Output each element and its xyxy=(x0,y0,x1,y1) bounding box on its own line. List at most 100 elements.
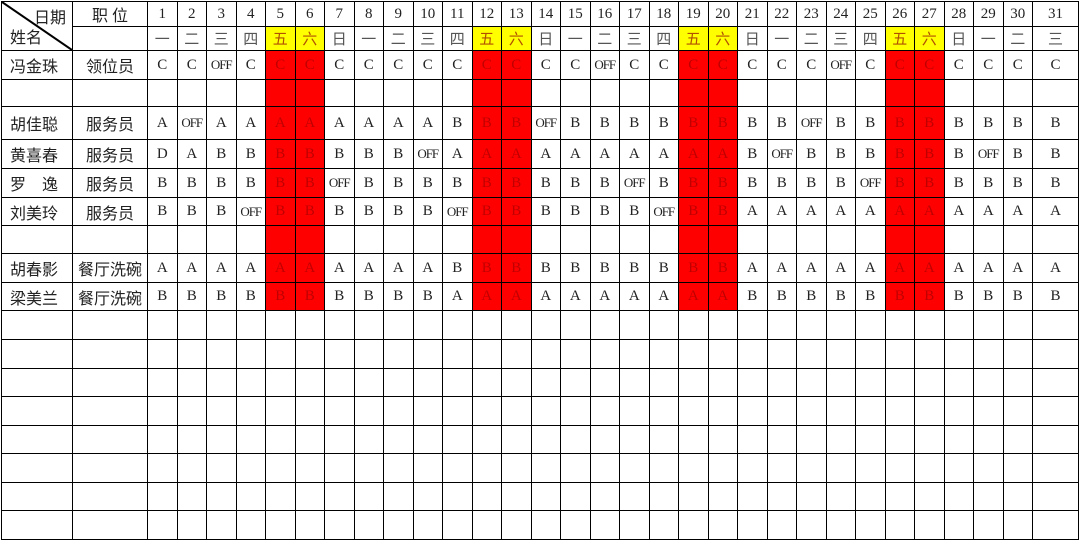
shift-cell-day-21[interactable] xyxy=(737,225,768,254)
shift-cell-day-28[interactable] xyxy=(943,310,974,340)
shift-cell-day-2[interactable] xyxy=(176,453,207,483)
employee-name[interactable] xyxy=(1,225,73,254)
shift-cell-day-14[interactable]: B xyxy=(530,168,561,198)
shift-cell-day-25[interactable] xyxy=(855,396,886,426)
shift-cell-day-31[interactable] xyxy=(1032,310,1079,340)
shift-cell-day-31[interactable]: A xyxy=(1032,197,1079,226)
shift-cell-day-19[interactable]: B xyxy=(678,168,709,198)
shift-cell-day-17[interactable]: B xyxy=(619,197,650,226)
shift-cell-day-30[interactable]: B xyxy=(1002,168,1033,198)
employee-position[interactable] xyxy=(72,79,148,107)
employee-position[interactable]: 服务员 xyxy=(72,168,148,198)
shift-cell-day-21[interactable]: A xyxy=(737,253,768,283)
shift-cell-day-9[interactable] xyxy=(383,482,414,511)
shift-cell-day-27[interactable] xyxy=(914,453,945,483)
shift-cell-day-7[interactable] xyxy=(324,510,355,540)
shift-cell-day-20[interactable] xyxy=(707,225,738,254)
shift-cell-day-8[interactable]: B xyxy=(353,282,384,311)
shift-cell-day-15[interactable] xyxy=(560,396,591,426)
shift-cell-day-25[interactable] xyxy=(855,482,886,511)
shift-cell-day-4[interactable] xyxy=(235,425,266,454)
shift-cell-day-28[interactable] xyxy=(943,396,974,426)
shift-cell-day-30[interactable] xyxy=(1002,368,1033,397)
shift-cell-day-5[interactable]: A xyxy=(265,106,296,140)
shift-cell-day-31[interactable] xyxy=(1032,79,1079,107)
shift-cell-day-3[interactable] xyxy=(206,310,237,340)
shift-cell-day-11[interactable] xyxy=(442,368,473,397)
shift-cell-day-10[interactable] xyxy=(412,79,443,107)
shift-cell-day-1[interactable]: A xyxy=(147,106,178,140)
shift-cell-day-12[interactable] xyxy=(471,396,502,426)
shift-cell-day-31[interactable] xyxy=(1032,339,1079,369)
shift-cell-day-17[interactable] xyxy=(619,225,650,254)
shift-cell-day-22[interactable] xyxy=(766,368,797,397)
shift-cell-day-27[interactable]: B xyxy=(914,106,945,140)
shift-cell-day-26[interactable] xyxy=(884,396,915,426)
shift-cell-day-18[interactable] xyxy=(648,339,679,369)
employee-position[interactable]: 服务员 xyxy=(72,139,148,169)
shift-cell-day-2[interactable]: A xyxy=(176,139,207,169)
shift-cell-day-18[interactable] xyxy=(648,79,679,107)
shift-cell-day-24[interactable] xyxy=(825,510,856,540)
shift-cell-day-30[interactable]: B xyxy=(1002,139,1033,169)
shift-cell-day-5[interactable] xyxy=(265,79,296,107)
shift-cell-day-2[interactable] xyxy=(176,310,207,340)
shift-cell-day-10[interactable] xyxy=(412,425,443,454)
shift-cell-day-6[interactable] xyxy=(294,453,325,483)
shift-cell-day-8[interactable] xyxy=(353,368,384,397)
shift-cell-day-6[interactable] xyxy=(294,339,325,369)
shift-cell-day-18[interactable]: A xyxy=(648,139,679,169)
shift-cell-day-11[interactable] xyxy=(442,339,473,369)
shift-cell-day-29[interactable]: B xyxy=(973,282,1004,311)
shift-cell-day-27[interactable] xyxy=(914,425,945,454)
shift-cell-day-16[interactable] xyxy=(589,396,620,426)
shift-cell-day-21[interactable] xyxy=(737,339,768,369)
shift-cell-day-26[interactable]: A xyxy=(884,197,915,226)
shift-cell-day-27[interactable]: A xyxy=(914,253,945,283)
employee-name[interactable]: 冯金珠 xyxy=(1,50,73,80)
shift-cell-day-10[interactable]: A xyxy=(412,106,443,140)
shift-cell-day-28[interactable]: A xyxy=(943,197,974,226)
shift-cell-day-26[interactable] xyxy=(884,510,915,540)
shift-cell-day-31[interactable]: A xyxy=(1032,253,1079,283)
shift-cell-day-11[interactable] xyxy=(442,79,473,107)
shift-cell-day-10[interactable] xyxy=(412,310,443,340)
shift-cell-day-30[interactable] xyxy=(1002,482,1033,511)
shift-cell-day-4[interactable] xyxy=(235,482,266,511)
shift-cell-day-19[interactable]: B xyxy=(678,106,709,140)
shift-cell-day-10[interactable] xyxy=(412,482,443,511)
shift-cell-day-1[interactable] xyxy=(147,482,178,511)
shift-cell-day-4[interactable] xyxy=(235,310,266,340)
shift-cell-day-20[interactable]: B xyxy=(707,168,738,198)
shift-cell-day-24[interactable]: B xyxy=(825,168,856,198)
shift-cell-day-1[interactable] xyxy=(147,225,178,254)
shift-cell-day-30[interactable]: B xyxy=(1002,106,1033,140)
shift-cell-day-27[interactable] xyxy=(914,79,945,107)
shift-cell-day-27[interactable]: B xyxy=(914,282,945,311)
shift-cell-day-18[interactable]: C xyxy=(648,50,679,80)
shift-cell-day-11[interactable] xyxy=(442,510,473,540)
shift-cell-day-15[interactable]: A xyxy=(560,139,591,169)
shift-cell-day-14[interactable] xyxy=(530,225,561,254)
shift-cell-day-8[interactable] xyxy=(353,225,384,254)
shift-cell-day-10[interactable] xyxy=(412,510,443,540)
shift-cell-day-15[interactable] xyxy=(560,368,591,397)
shift-cell-day-20[interactable]: A xyxy=(707,282,738,311)
shift-cell-day-18[interactable] xyxy=(648,482,679,511)
shift-cell-day-5[interactable] xyxy=(265,425,296,454)
shift-cell-day-21[interactable]: B xyxy=(737,282,768,311)
shift-cell-day-25[interactable] xyxy=(855,510,886,540)
shift-cell-day-1[interactable]: B xyxy=(147,197,178,226)
shift-cell-day-8[interactable]: A xyxy=(353,106,384,140)
shift-cell-day-5[interactable]: B xyxy=(265,197,296,226)
shift-cell-day-31[interactable]: B xyxy=(1032,139,1079,169)
shift-cell-day-8[interactable]: B xyxy=(353,197,384,226)
shift-cell-day-28[interactable] xyxy=(943,79,974,107)
shift-cell-day-17[interactable] xyxy=(619,310,650,340)
shift-cell-day-8[interactable]: B xyxy=(353,139,384,169)
shift-cell-day-2[interactable] xyxy=(176,339,207,369)
shift-cell-day-27[interactable]: B xyxy=(914,168,945,198)
shift-cell-day-1[interactable] xyxy=(147,368,178,397)
shift-cell-day-28[interactable]: C xyxy=(943,50,974,80)
shift-cell-day-25[interactable] xyxy=(855,368,886,397)
